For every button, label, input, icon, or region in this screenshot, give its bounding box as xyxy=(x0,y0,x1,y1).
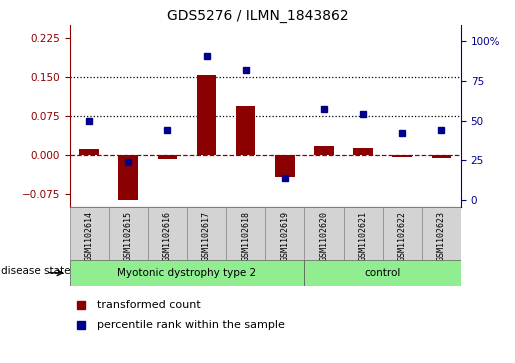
Text: GSM1102620: GSM1102620 xyxy=(319,211,329,261)
Bar xyxy=(187,207,226,260)
Bar xyxy=(148,207,187,260)
Text: GSM1102619: GSM1102619 xyxy=(280,211,289,261)
Text: GSM1102623: GSM1102623 xyxy=(437,211,446,261)
Bar xyxy=(158,155,177,159)
Bar xyxy=(236,106,255,155)
Bar xyxy=(79,149,99,155)
Bar xyxy=(344,207,383,260)
Bar xyxy=(226,207,265,260)
Bar xyxy=(353,148,373,155)
Text: GSM1102621: GSM1102621 xyxy=(358,211,368,261)
Text: GSM1102617: GSM1102617 xyxy=(202,211,211,261)
Text: GSM1102622: GSM1102622 xyxy=(398,211,407,261)
Text: GSM1102618: GSM1102618 xyxy=(241,211,250,261)
Bar xyxy=(265,207,304,260)
Text: GSM1102614: GSM1102614 xyxy=(84,211,94,261)
Bar xyxy=(197,75,216,155)
Bar xyxy=(118,155,138,200)
Text: transformed count: transformed count xyxy=(97,300,201,310)
Bar xyxy=(70,207,109,260)
Bar xyxy=(392,155,412,157)
Text: GDS5276 / ILMN_1843862: GDS5276 / ILMN_1843862 xyxy=(167,9,348,23)
Text: disease state: disease state xyxy=(1,266,71,276)
Bar xyxy=(314,146,334,155)
Bar xyxy=(275,155,295,178)
Bar xyxy=(422,207,461,260)
Text: GSM1102615: GSM1102615 xyxy=(124,211,133,261)
Bar xyxy=(109,207,148,260)
Text: GSM1102616: GSM1102616 xyxy=(163,211,172,261)
Bar xyxy=(304,260,461,286)
Text: control: control xyxy=(365,268,401,278)
Bar xyxy=(304,207,344,260)
Bar xyxy=(70,260,304,286)
Bar xyxy=(432,155,451,158)
Bar xyxy=(383,207,422,260)
Text: percentile rank within the sample: percentile rank within the sample xyxy=(97,321,285,330)
Text: Myotonic dystrophy type 2: Myotonic dystrophy type 2 xyxy=(117,268,256,278)
